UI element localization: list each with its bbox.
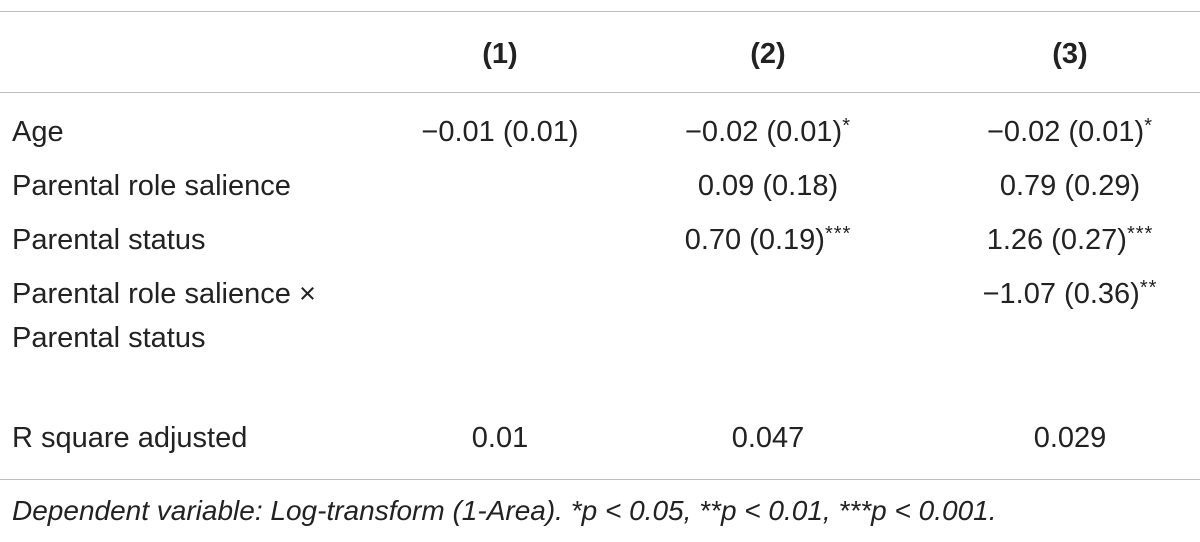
top-rule [0, 11, 1200, 12]
cell-value: 0.70 (0.19) [684, 224, 825, 256]
cell-age-col-3: −0.02 (0.01)* [940, 110, 1200, 157]
header-col-2: (2) [750, 38, 786, 70]
row-label-interaction: Parental role salience × Parental status [12, 278, 316, 354]
cell-interaction-col-3: −1.07 (0.36)** [940, 272, 1200, 319]
cell-age-col-2: −0.02 (0.01)* [638, 110, 898, 157]
significance-marker: * [1144, 115, 1153, 137]
cell-value: −0.01 (0.01) [421, 116, 579, 148]
cell-value: −0.02 (0.01) [685, 116, 843, 148]
cell-salience-col-3: 0.79 (0.29) [940, 164, 1200, 211]
significance-marker: *** [1126, 223, 1154, 245]
row-label-age: Age [12, 116, 64, 148]
table-footnote: Dependent variable: Log-transform (1-Are… [12, 495, 997, 526]
cell-value: 0.047 [731, 422, 805, 454]
cell-rsq-col-2: 0.047 [638, 416, 898, 460]
row-label-parental-status: Parental status [12, 224, 206, 256]
header-rule [0, 92, 1200, 93]
cell-rsq-col-1: 0.01 [370, 416, 630, 460]
cell-rsq-col-3: 0.029 [940, 416, 1200, 460]
cell-age-col-1: −0.01 (0.01) [370, 110, 630, 157]
cell-salience-col-2: 0.09 (0.18) [638, 164, 898, 211]
cell-value: 0.01 [471, 422, 529, 454]
row-label-parental-role-salience: Parental role salience [12, 170, 291, 202]
cell-value: −0.02 (0.01) [987, 116, 1145, 148]
cell-value: 0.029 [1033, 422, 1107, 454]
row-label-r-square: R square adjusted [12, 422, 248, 454]
header-col-3: (3) [1052, 38, 1088, 70]
cell-status-col-2: 0.70 (0.19)*** [638, 218, 898, 265]
cell-value: −1.07 (0.36) [982, 278, 1140, 310]
significance-marker: *** [824, 223, 852, 245]
header-col-1: (1) [482, 38, 518, 70]
bottom-rule [0, 479, 1200, 480]
cell-value: 1.26 (0.27) [986, 224, 1127, 256]
cell-value: 0.79 (0.29) [999, 170, 1141, 202]
significance-marker: * [842, 115, 851, 137]
significance-marker: ** [1139, 277, 1158, 299]
cell-value: 0.09 (0.18) [697, 170, 839, 202]
cell-status-col-3: 1.26 (0.27)*** [940, 218, 1200, 265]
